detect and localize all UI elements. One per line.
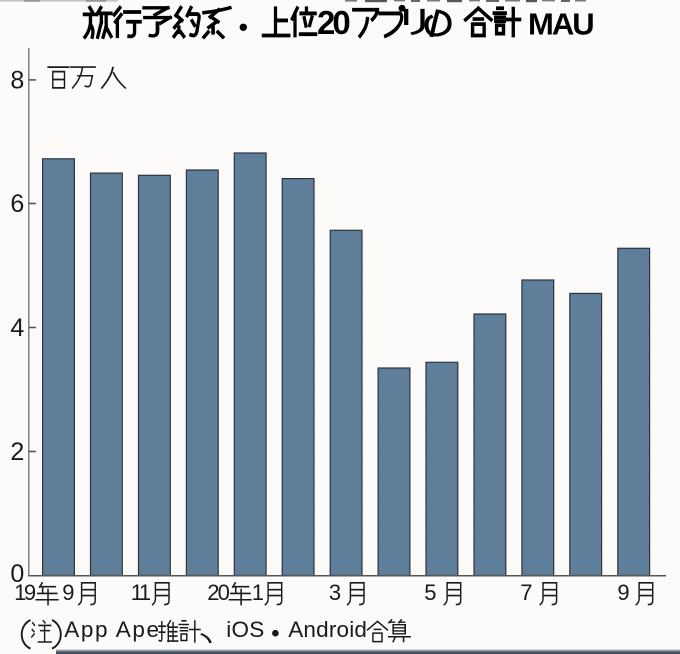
- svg-text:8: 8: [10, 67, 24, 95]
- svg-text:iOS: iOS: [226, 617, 264, 642]
- svg-text:4: 4: [10, 314, 24, 342]
- svg-text:2: 2: [10, 438, 24, 466]
- svg-text:11: 11: [131, 580, 151, 605]
- svg-text:0: 0: [10, 560, 24, 588]
- svg-text:6: 6: [10, 190, 24, 218]
- svg-text:9: 9: [617, 580, 629, 605]
- svg-text:19: 19: [14, 580, 36, 605]
- svg-text:Android: Android: [288, 617, 367, 642]
- svg-text:9: 9: [62, 580, 74, 605]
- svg-text:20: 20: [317, 4, 349, 41]
- svg-text:7: 7: [520, 580, 532, 605]
- svg-text:5: 5: [424, 580, 436, 605]
- svg-text:App Ape: App Ape: [64, 617, 160, 642]
- svg-text:MAU: MAU: [528, 7, 593, 42]
- svg-text:20: 20: [207, 580, 229, 605]
- svg-text:3: 3: [329, 580, 341, 605]
- svg-text:1: 1: [252, 580, 264, 605]
